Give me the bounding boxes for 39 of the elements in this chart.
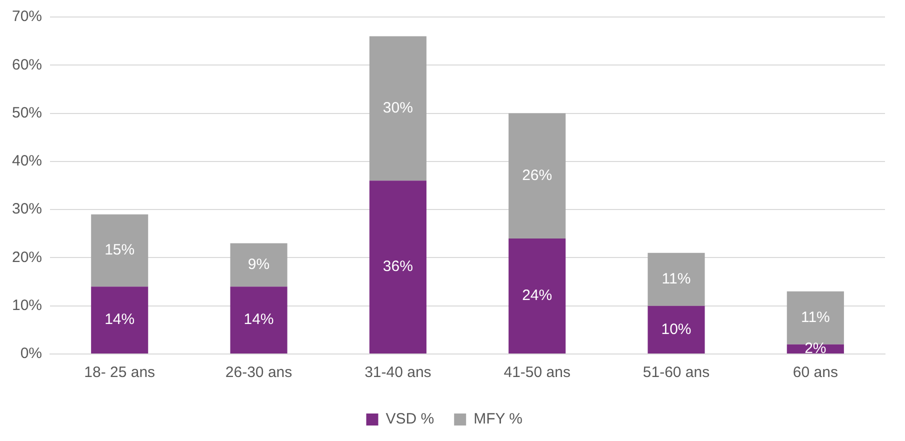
data-label: 11% bbox=[662, 270, 691, 288]
bar bbox=[508, 113, 566, 238]
x-tick-label: 26-30 ans bbox=[225, 364, 292, 382]
data-label: 11% bbox=[800, 309, 830, 326]
data-label: 2% bbox=[804, 340, 826, 358]
x-tick-label: 60 ans bbox=[792, 364, 838, 382]
bar bbox=[648, 252, 705, 306]
bar bbox=[648, 306, 705, 354]
data-label: 10% bbox=[661, 320, 692, 338]
data-label: 14% bbox=[244, 311, 274, 328]
x-tick-label: 41-50 ans bbox=[504, 364, 570, 382]
bar bbox=[786, 291, 844, 344]
x-tick-label: 31-40 ans bbox=[364, 364, 432, 382]
y-tick-label: 50% bbox=[12, 104, 42, 122]
y-tick-label: 20% bbox=[12, 248, 42, 266]
data-label: 9% bbox=[248, 256, 270, 274]
legend-label: VSD % bbox=[386, 410, 434, 428]
data-label: 26% bbox=[522, 167, 552, 184]
bar bbox=[508, 238, 566, 354]
y-tick-label: 0% bbox=[20, 345, 42, 362]
bar bbox=[230, 286, 288, 354]
bar bbox=[369, 180, 426, 354]
data-label: 14% bbox=[104, 311, 135, 328]
bar bbox=[230, 243, 288, 287]
legend-label: MFY % bbox=[474, 410, 522, 428]
y-tick-label: 70% bbox=[12, 8, 42, 26]
data-label: 24% bbox=[522, 287, 552, 304]
x-tick-label: 18- 25 ans bbox=[84, 364, 156, 382]
y-tick-label: 10% bbox=[12, 297, 42, 314]
data-label: 36% bbox=[382, 258, 413, 276]
bar bbox=[91, 286, 148, 354]
x-tick-label: 51-60 ans bbox=[642, 364, 710, 382]
bar bbox=[369, 36, 426, 181]
data-label: 15% bbox=[104, 242, 135, 259]
y-tick-label: 40% bbox=[12, 152, 42, 170]
y-tick-label: 60% bbox=[12, 56, 42, 74]
data-label: 30% bbox=[382, 100, 413, 117]
bar bbox=[91, 214, 148, 287]
y-tick-label: 30% bbox=[12, 200, 42, 218]
